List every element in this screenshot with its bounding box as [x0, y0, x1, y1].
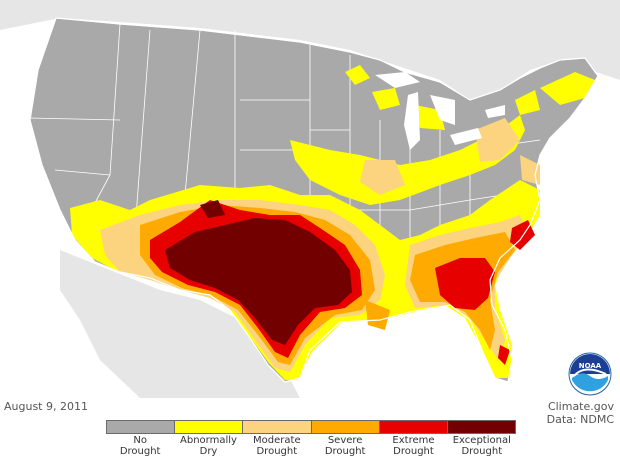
- drought-map: [0, 0, 620, 398]
- legend-bar: [106, 420, 516, 434]
- credit-block: Climate.gov Data: NDMC: [547, 400, 614, 426]
- credit-source: Data: NDMC: [546, 413, 614, 426]
- legend-labels: No Drought Abnormally Dry Moderate Droug…: [106, 435, 516, 457]
- legend-label-extreme: Extreme Drought: [392, 435, 435, 457]
- legend-label-abnormally-dry: Abnormally Dry: [180, 435, 237, 457]
- mexico-land: [60, 250, 300, 398]
- legend-swatch-exceptional: [447, 421, 516, 433]
- legend-label-moderate: Moderate Drought: [253, 435, 301, 457]
- credit-site[interactable]: Climate.gov: [547, 400, 614, 413]
- legend-label-severe: Severe Drought: [324, 435, 366, 457]
- date-label: August 9, 2011: [4, 400, 88, 413]
- legend-swatch-abnormally-dry: [175, 421, 244, 433]
- legend-label-no-drought: No Drought: [119, 435, 161, 457]
- legend-swatch-extreme: [379, 421, 448, 433]
- noaa-logo-text: NOAA: [579, 362, 602, 370]
- legend-swatch-severe: [311, 421, 380, 433]
- d4-regions: [165, 200, 352, 345]
- legend: No Drought Abnormally Dry Moderate Droug…: [106, 420, 516, 462]
- canada-land: [0, 0, 620, 100]
- noaa-logo: NOAA: [568, 352, 612, 396]
- legend-swatch-no-drought: [107, 421, 176, 433]
- great-lakes: [375, 72, 505, 150]
- legend-label-exceptional: Exceptional Drought: [452, 435, 511, 457]
- legend-swatch-moderate: [243, 421, 312, 433]
